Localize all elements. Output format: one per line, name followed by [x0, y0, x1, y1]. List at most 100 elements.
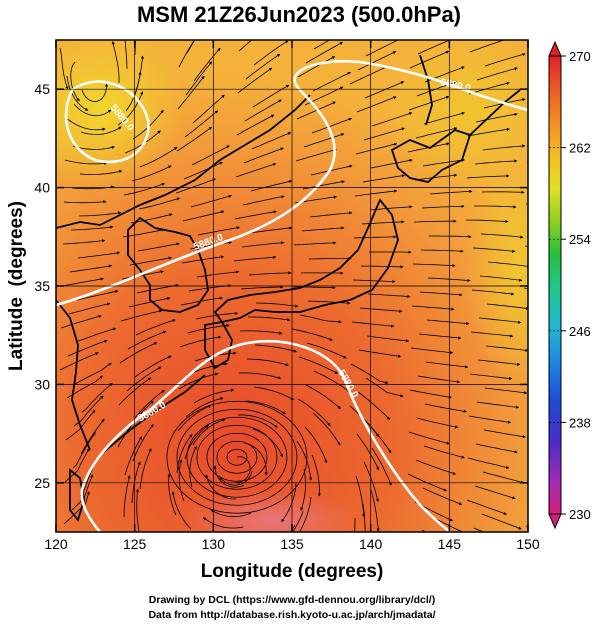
streamline [81, 382, 113, 413]
streamline [371, 112, 413, 127]
streamline [482, 144, 526, 151]
streamline [177, 75, 205, 110]
colorbar-tick-label: 230 [569, 507, 591, 522]
streamline [71, 474, 94, 511]
streamline [425, 361, 469, 369]
streamline [250, 179, 293, 192]
streamline [124, 436, 143, 476]
streamline [295, 148, 337, 162]
streamline [467, 127, 510, 137]
streamline [254, 344, 297, 353]
streamline [176, 126, 213, 152]
streamline [233, 255, 277, 262]
streamline [313, 370, 351, 393]
streamline [481, 190, 525, 194]
streamline [241, 241, 285, 248]
streamline [78, 211, 122, 217]
streamline [240, 285, 284, 290]
streamline [429, 235, 472, 239]
colorbar-tick-label: 246 [569, 324, 591, 339]
streamline [253, 386, 295, 401]
streamline [210, 509, 252, 518]
streamline [219, 470, 253, 486]
streamline [178, 372, 219, 390]
cold-region-northwest [56, 40, 185, 190]
streamline [183, 161, 223, 180]
streamline [177, 405, 212, 432]
streamline [133, 389, 165, 420]
streamline [416, 417, 459, 429]
x-tick-label: 130 [202, 536, 226, 552]
streamline [541, 218, 583, 224]
streamline [476, 67, 518, 81]
streamline [244, 99, 282, 122]
contour-north [56, 59, 528, 307]
streamline [303, 133, 345, 148]
cool-region-east [465, 150, 528, 390]
streamline [245, 400, 286, 415]
coast-china-east [56, 299, 91, 451]
streamline [365, 377, 404, 398]
streamline [182, 210, 225, 222]
streamline [60, 314, 102, 329]
streamline [466, 174, 510, 179]
streamline [412, 263, 456, 268]
streamline [59, 47, 69, 90]
coast-hokkaido [390, 129, 472, 183]
colorbar-min-arrow [548, 513, 562, 530]
streamline [245, 53, 281, 80]
streamline [526, 161, 528, 163]
streamline [307, 300, 351, 305]
streamline [64, 159, 108, 165]
streamline [249, 226, 293, 234]
streamline [69, 264, 113, 273]
streamline [472, 247, 516, 253]
streamline [312, 71, 351, 92]
streamline [414, 173, 458, 181]
streamline [127, 330, 167, 350]
streamline [251, 132, 292, 150]
streamline [356, 433, 380, 471]
streamline [293, 241, 337, 246]
streamline [297, 398, 331, 427]
streamline [351, 321, 395, 328]
streamline [111, 41, 120, 84]
streamline [423, 445, 465, 459]
vortex-streamline [166, 400, 308, 514]
x-tick-label: 150 [516, 536, 540, 552]
streamline [313, 40, 331, 50]
streamline [203, 517, 244, 529]
streamline [185, 397, 224, 418]
streamline [179, 335, 222, 348]
coast-kyushu [204, 321, 233, 370]
x-tick-label: 120 [44, 536, 68, 552]
streamline [366, 335, 410, 343]
streamline [311, 454, 321, 497]
streamline [80, 126, 122, 135]
streamline [253, 40, 289, 66]
streamline [79, 169, 123, 175]
streamline [248, 271, 292, 276]
streamline [197, 226, 240, 236]
streamline [305, 384, 341, 410]
x-tick-label: 140 [359, 536, 383, 552]
x-tick-label: 135 [280, 536, 304, 552]
streamline [485, 345, 528, 352]
streamline [236, 114, 275, 136]
streamline [484, 387, 528, 395]
coast-kurils [469, 89, 521, 136]
coast-korea [127, 216, 209, 313]
warm-core-south [180, 490, 360, 532]
streamline [364, 81, 405, 99]
streamline [255, 302, 299, 308]
lat-lon-grid [56, 40, 528, 532]
streamline [191, 145, 230, 166]
streamline [178, 459, 185, 502]
streamline [167, 473, 177, 516]
streamline [478, 317, 522, 324]
streamline [349, 65, 389, 85]
streamline [134, 355, 172, 378]
vortex-streamline [226, 448, 248, 466]
streamline [61, 277, 104, 287]
streamline [354, 189, 398, 197]
